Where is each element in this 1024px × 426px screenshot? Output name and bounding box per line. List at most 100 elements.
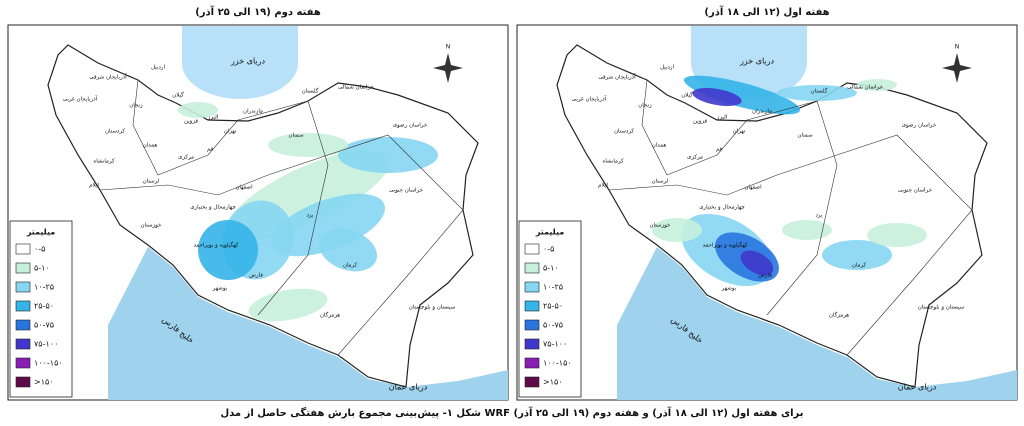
legend-label: ۵۰-۷۵ (543, 321, 563, 330)
province-label: خوزستان (650, 223, 671, 229)
legend-swatch (15, 262, 31, 274)
north-arrow (942, 53, 972, 83)
province-label: ایلام (89, 183, 99, 189)
legend-swatch (15, 376, 31, 388)
province-label: خراسان رضوی (902, 123, 937, 129)
rain-area (318, 228, 378, 272)
panel-title: هفته اول (۱۲ الی ۱۸ آذر) (704, 5, 829, 18)
province-label: البرز (207, 115, 219, 121)
province-label: گلستان (302, 88, 319, 95)
rain-area (652, 218, 702, 242)
province-label: گیلان (172, 92, 184, 99)
province-label: سمنان (288, 133, 304, 139)
province-label: کردستان (105, 128, 125, 135)
rain-area (268, 133, 348, 157)
legend-swatch (15, 281, 31, 293)
province-label: هرمزگان (829, 312, 849, 319)
legend-label: ۵-۱۰ (543, 264, 559, 273)
rain-area (338, 137, 438, 173)
province-label: مازندران (243, 109, 263, 115)
province-label: گلستان (811, 88, 828, 95)
persian-gulf (617, 247, 937, 400)
province-label: اصفهان (744, 185, 762, 191)
province-borders (641, 79, 838, 316)
legend-label: ۰-۵ (543, 245, 554, 254)
legend-swatch (524, 357, 540, 369)
legend-swatch (15, 319, 31, 331)
legend-label: ۵-۱۰ (34, 264, 50, 273)
province-label: قم (716, 147, 723, 153)
province-label: خراسان جنوبی (898, 188, 932, 194)
province-label: سمنان (797, 133, 813, 139)
legend-label: ۷۵-۱۰۰ (543, 340, 567, 349)
sea-label: دریای عمان (389, 383, 428, 392)
panel-title: هفته دوم (۱۹ الی ۲۵ آذر) (195, 5, 321, 18)
rain-area (198, 220, 258, 280)
province-label: لرستان (652, 179, 669, 185)
province-label: بوشهر (212, 286, 228, 292)
legend-title: میلیمتر (26, 228, 55, 237)
province-label: آذربایجان غربی (572, 96, 607, 103)
north-label: N (446, 44, 451, 51)
legend-label: ۰-۵ (34, 245, 45, 254)
province-label: قم (207, 147, 214, 153)
province-label: گیلان (681, 92, 693, 99)
province-borders (99, 134, 464, 356)
rain-area (822, 240, 892, 270)
province-label: خراسان شمالی (338, 85, 374, 91)
province-label: اصفهان (235, 185, 253, 191)
province-label: کهگیلویه و بویراحمد (193, 242, 238, 249)
province-label: خراسان جنوبی (389, 188, 423, 194)
legend-swatch (524, 243, 540, 255)
legend-label: ۵۰-۷۵ (34, 321, 54, 330)
rain-area (692, 88, 742, 106)
rain-area (248, 288, 328, 322)
province-label: کرمانشاه (93, 158, 115, 165)
province-label: البرز (716, 115, 728, 121)
legend-label: ۱۰-۲۵ (543, 283, 563, 292)
north-arrow (433, 53, 463, 83)
sea-label: دریای خزر (230, 57, 266, 66)
province-label: یزد (306, 213, 313, 219)
legend-label: ۱۰۰-۱۵۰ (34, 359, 63, 368)
legend-label: ۷۵-۱۰۰ (34, 340, 58, 349)
province-label: خوزستان (141, 223, 162, 229)
province-label: قزوین (184, 119, 198, 125)
province-borders (132, 79, 329, 316)
province-label: خراسان شمالی (847, 85, 883, 91)
caspian-top (691, 26, 807, 64)
legend-swatch (524, 319, 540, 331)
province-label: یزد (815, 213, 822, 219)
province-label: هرمزگان (320, 312, 340, 319)
legend-swatch (524, 338, 540, 350)
rain-area (782, 220, 832, 240)
province-label: اردبیل (151, 65, 165, 71)
province-label: خراسان رضوی (393, 123, 428, 129)
province-label: کرمان (343, 262, 358, 269)
province-label: همدان (143, 143, 158, 149)
legend-swatch (15, 243, 31, 255)
sea-label: دریای خزر (739, 57, 775, 66)
province-label: مازندران (752, 109, 772, 115)
legend-label: >۱۵۰ (34, 378, 54, 387)
province-label: فارس (249, 273, 263, 279)
rain-area (740, 250, 774, 276)
province-label: سیستان و بلوچستان (918, 305, 965, 311)
province-label: تهران (224, 129, 237, 135)
legend-swatch (524, 281, 540, 293)
province-label: لرستان (143, 179, 160, 185)
province-label: آذربایجان غربی (63, 96, 98, 103)
province-label: مرکزی (687, 154, 703, 161)
oman-sea (348, 370, 508, 400)
province-label: بوشهر (721, 286, 737, 292)
province-label: اردبیل (660, 65, 674, 71)
legend-swatch (524, 262, 540, 274)
legend-swatch (15, 300, 31, 312)
province-borders (608, 134, 973, 356)
iran (556, 44, 988, 388)
legend-label: ۱۰-۲۵ (34, 283, 54, 292)
province-label: سیستان و بلوچستان (409, 305, 456, 311)
